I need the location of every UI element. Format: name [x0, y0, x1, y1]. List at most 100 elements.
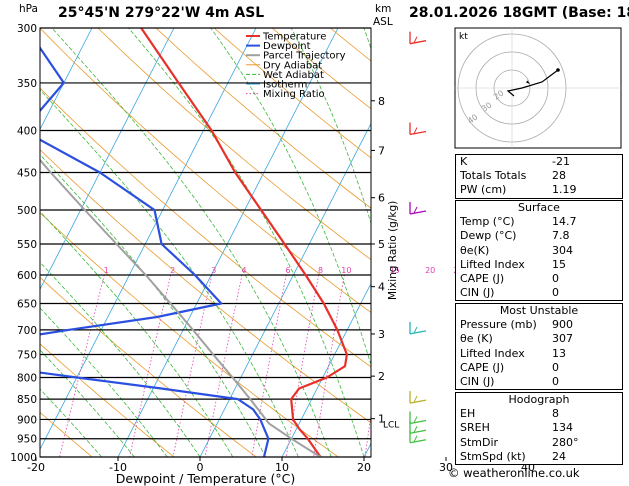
wind-barb — [413, 206, 418, 214]
surface-label: CIN (J) — [460, 286, 495, 300]
dry-adiabat-line — [155, 28, 371, 209]
temp-tick-label: 30 — [439, 461, 453, 474]
hodo-row: SREH 134 — [456, 421, 622, 435]
mu-row: CAPE (J) 0 — [456, 361, 622, 375]
mu-value: 0 — [552, 360, 559, 374]
mu-value: 0 — [552, 374, 559, 388]
index-value: -21 — [552, 155, 570, 168]
pressure-tick-label: 400 — [17, 126, 37, 138]
dry-adiabat-line — [213, 28, 371, 159]
surface-value: 14.7 — [552, 215, 577, 229]
surface-value: 15 — [552, 257, 566, 271]
index-label: Totals Totals — [460, 169, 527, 183]
surface-value: 0 — [552, 271, 559, 285]
pressure-tick-label: 350 — [17, 78, 37, 90]
wind-barb — [413, 127, 418, 134]
mixing-ratio-line — [251, 274, 287, 457]
hodo-value: 24 — [552, 449, 566, 463]
hpa-label: hPa — [19, 3, 38, 15]
asl-label: ASL — [373, 16, 393, 28]
wind-barb — [413, 435, 418, 443]
legend-label: Dewpoint — [263, 41, 311, 52]
wet-adiabat-line — [40, 307, 168, 457]
hodo-label: StmDir — [460, 435, 499, 449]
temp-tick-label: -20 — [27, 461, 45, 474]
wet-adiabat-line — [210, 28, 371, 367]
pressure-tick-label: 850 — [17, 394, 37, 406]
legend-label: Mixing Ratio — [263, 89, 325, 100]
index-row-k: K -21 — [456, 155, 622, 169]
most-unstable-title: Most Unstable — [499, 304, 579, 317]
mixing-ratio-line — [285, 274, 319, 457]
mu-label: Lifted Index — [460, 346, 525, 360]
isotherm-line — [0, 28, 10, 457]
mu-label: CIN (J) — [460, 374, 495, 388]
mixing-ratio-label: 8 — [318, 266, 323, 275]
wind-barb — [409, 419, 427, 425]
series-line-parcel-trajectory — [40, 158, 322, 457]
pressure-tick-label: 750 — [17, 349, 37, 361]
isotherm-line — [40, 28, 175, 291]
mixing-ratio-line — [172, 274, 213, 457]
temp-tick-label: -10 — [109, 461, 127, 474]
pressure-tick-label: 650 — [17, 299, 37, 311]
surface-row: Temp (°C) 14.7 — [456, 215, 622, 229]
legend-label: Isotherm — [263, 80, 307, 91]
series-line-dewpoint — [40, 46, 270, 457]
hodo-label: SREH — [460, 421, 490, 435]
km-tick-label: 1 — [378, 413, 385, 426]
hodograph-table: Hodograph EH 8 SREH 134 StmDir 280° StmS… — [455, 392, 623, 465]
mu-label: θe (K) — [460, 332, 493, 346]
temp-tick-label: 20 — [357, 461, 371, 474]
km-tick-label: 4 — [378, 281, 385, 294]
hodo-row: EH 8 — [456, 407, 622, 421]
pressure-tick-label: 700 — [17, 325, 37, 337]
isobar-lines — [40, 27, 371, 458]
index-value: 28 — [552, 169, 566, 183]
surface-table: Surface Temp (°C) 14.7 Dewp (°C) 7.8 θe(… — [455, 200, 623, 302]
index-label: K — [460, 155, 468, 168]
mu-row: Pressure (mb) 900 — [456, 318, 622, 332]
wind-barb — [413, 416, 418, 423]
surface-label: CAPE (J) — [460, 271, 505, 285]
dry-adiabat-line — [0, 28, 10, 457]
mixing-ratio-label: 6 — [286, 266, 291, 275]
km-tick-label: 5 — [378, 238, 385, 251]
index-row-pw: PW (cm) 1.19 — [456, 183, 622, 197]
mu-value: 307 — [552, 332, 573, 346]
pressure-tick-label: 800 — [17, 372, 37, 384]
wind-barbs — [409, 31, 427, 444]
surface-value: 0 — [552, 286, 559, 300]
surface-label: Dewp (°C) — [460, 229, 517, 243]
hodo-row: StmSpd (kt) 24 — [456, 450, 622, 464]
isotherm-line — [117, 28, 339, 457]
dry-adiabat-line — [40, 343, 175, 457]
plot-border — [39, 27, 372, 458]
mu-row: Lifted Index 13 — [456, 347, 622, 361]
mu-row: CIN (J) 0 — [456, 375, 622, 389]
mixing-ratio-label: 1 — [104, 266, 109, 275]
mixing-ratio-label: 10 — [341, 266, 351, 275]
surface-row: Dewp (°C) 7.8 — [456, 229, 622, 243]
wind-barb — [409, 210, 427, 215]
legend-label: Parcel Trajectory — [263, 51, 346, 62]
wet-adiabat-line — [40, 261, 201, 457]
surface-row: CAPE (J) 0 — [456, 272, 622, 286]
most-unstable-table: Most Unstable Pressure (mb) 900 θe (K) 3… — [455, 303, 623, 391]
hodo-label: StmSpd (kt) — [460, 449, 526, 463]
km-tick-label: 3 — [378, 328, 385, 341]
surface-row: Lifted Index 15 — [456, 258, 622, 272]
isotherm-line — [40, 28, 93, 131]
km-tick-label: 2 — [378, 370, 385, 383]
plot-frame — [35, 27, 529, 461]
mixing-ratio-label: 4 — [241, 266, 246, 275]
wind-barb — [409, 130, 427, 136]
surface-label: Temp (°C) — [460, 215, 515, 229]
index-value: 1.19 — [552, 183, 577, 197]
mu-row: θe (K) 307 — [456, 332, 622, 346]
hodo-label: EH — [460, 407, 476, 421]
km-tick-label: 6 — [378, 192, 385, 205]
